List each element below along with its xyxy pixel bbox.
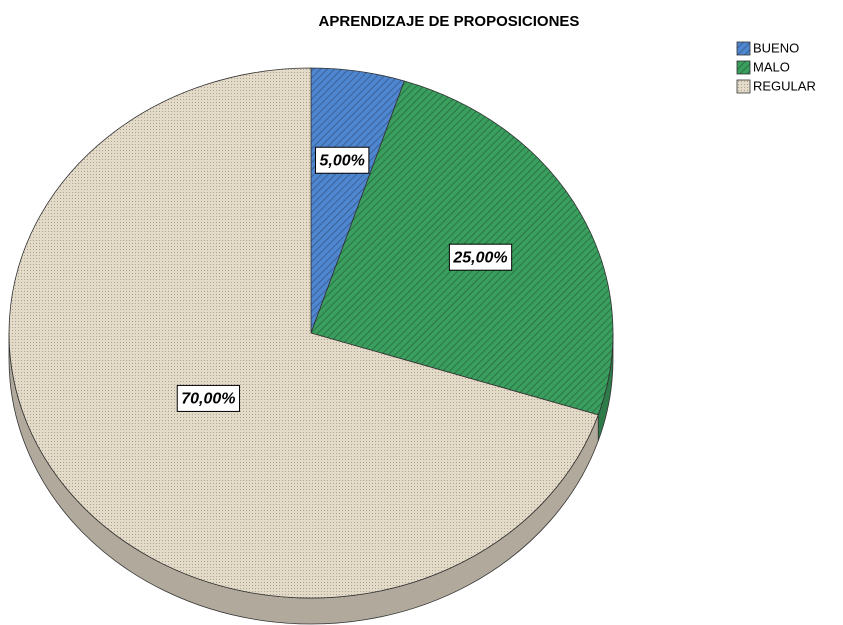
value-label: 25,00%: [452, 249, 507, 266]
legend-label: BUENO: [753, 40, 799, 55]
chart-title: APRENDIZAJE DE PROPOSICIONES: [319, 13, 580, 30]
legend-swatch-texture: [737, 61, 750, 74]
pie-slice-texture: [9, 68, 599, 599]
value-label-box: [314, 146, 370, 174]
legend-swatch-texture: [737, 42, 750, 55]
legend-label: MALO: [753, 59, 790, 74]
legend-swatch-texture: [737, 80, 750, 93]
pie-slice-texture: [311, 68, 405, 333]
value-label: 5,00%: [319, 152, 364, 169]
value-label-box: [176, 384, 241, 412]
value-label: 70,00%: [181, 391, 235, 408]
legend-label: REGULAR: [753, 78, 816, 93]
value-label-box: [448, 243, 513, 271]
